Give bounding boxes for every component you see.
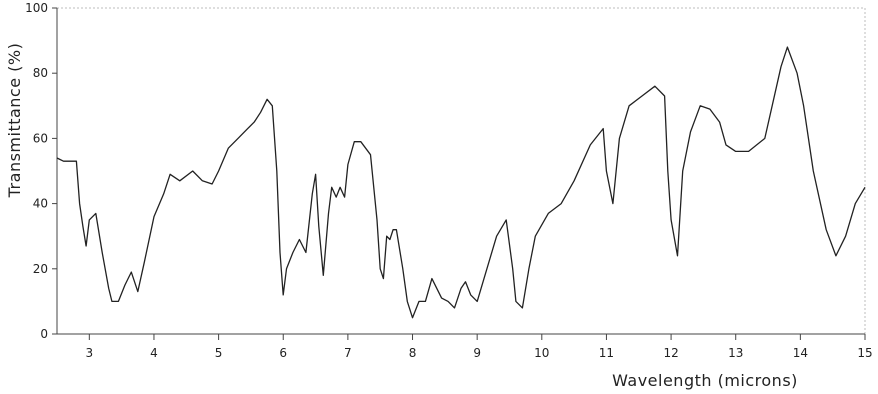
- y-tick-label: 60: [33, 131, 48, 145]
- x-tick-label: 9: [473, 346, 481, 360]
- series-group: [56, 46, 866, 319]
- y-axis-title: Transmittance (%): [5, 43, 24, 199]
- y-tick-label: 100: [25, 1, 48, 15]
- x-tick-label: 13: [728, 346, 743, 360]
- x-tick-label: 3: [85, 346, 93, 360]
- x-tick-label: 8: [409, 346, 417, 360]
- axes: [56, 8, 865, 335]
- x-tick-label: 14: [793, 346, 808, 360]
- x-tick-label: 12: [663, 346, 678, 360]
- y-tick-label: 40: [33, 197, 48, 211]
- tick-marks: [52, 7, 866, 340]
- x-tick-label: 15: [857, 346, 872, 360]
- series-line: [56, 46, 866, 319]
- y-tick-label: 0: [40, 327, 48, 341]
- tick-labels: 3 4 5 6 7 8 9 10 11 12 13 14 15 0 20 40 60 80 100: [25, 1, 873, 360]
- y-tick-label: 20: [33, 262, 48, 276]
- x-tick-label: 11: [599, 346, 614, 360]
- x-tick-label: 7: [344, 346, 352, 360]
- x-tick-label: 6: [279, 346, 287, 360]
- x-tick-label: 5: [215, 346, 223, 360]
- plot-frame: [56, 7, 866, 335]
- x-tick-label: 4: [150, 346, 158, 360]
- y-tick-label: 80: [33, 66, 48, 80]
- x-axis-title: Wavelength (microns): [612, 371, 798, 390]
- x-tick-label: 10: [534, 346, 549, 360]
